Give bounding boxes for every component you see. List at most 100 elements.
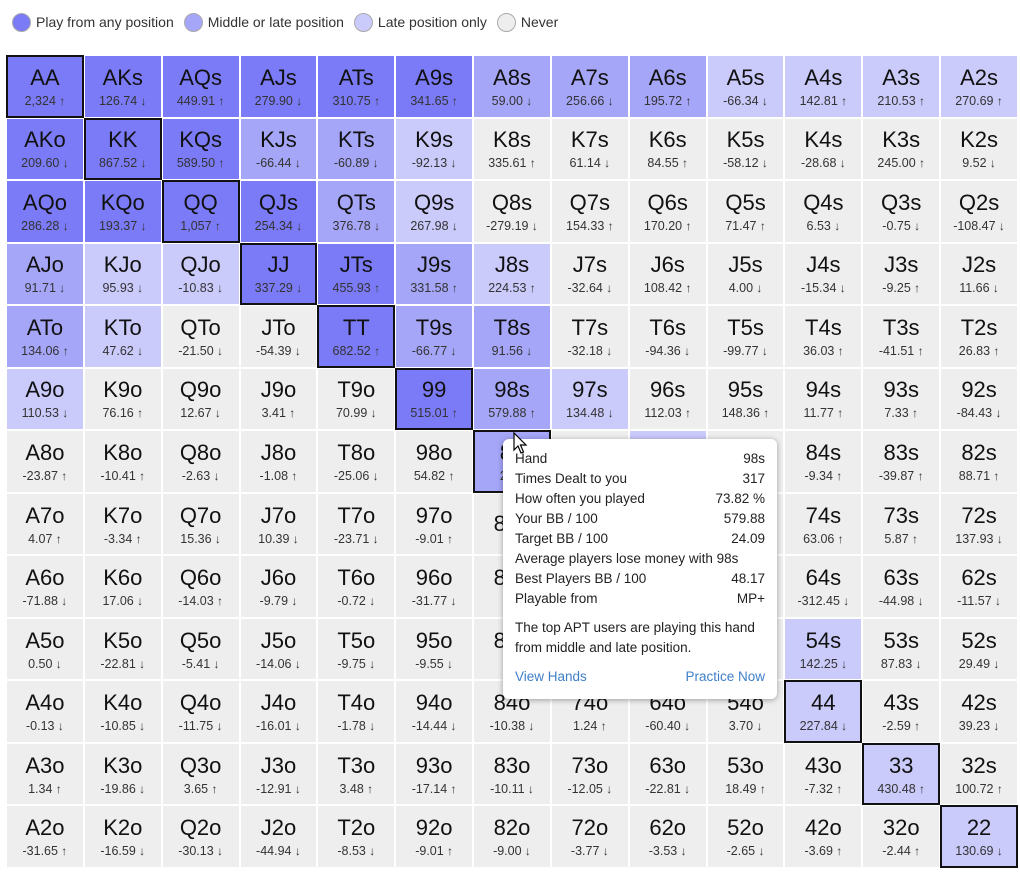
hand-cell[interactable]: K7o -3.34 ↑	[83, 492, 162, 556]
hand-cell[interactable]: AJs 279.90 ↓	[239, 55, 318, 118]
hand-cell[interactable]: J4o -16.01 ↓	[239, 680, 318, 743]
hand-cell[interactable]: QJo -10.83 ↓	[161, 242, 240, 306]
hand-cell[interactable]: J9o 3.41 ↑	[239, 367, 318, 431]
view-hands-link[interactable]: View Hands	[515, 669, 587, 684]
hand-cell[interactable]: K4s -28.68 ↓	[784, 117, 863, 181]
hand-cell[interactable]: J7s -32.64 ↓	[550, 242, 629, 306]
hand-cell[interactable]: AJo 91.71 ↓	[6, 242, 84, 306]
hand-cell[interactable]: AA 2,324 ↑	[6, 55, 84, 118]
hand-cell[interactable]: ATo 134.06 ↑	[6, 305, 84, 368]
hand-cell[interactable]: JTo -54.39 ↓	[239, 305, 318, 368]
hand-cell[interactable]: J4s -15.34 ↓	[784, 242, 863, 306]
hand-cell[interactable]: A3o 1.34 ↑	[6, 742, 84, 806]
legend-item-mid-late[interactable]: Middle or late position	[183, 12, 344, 32]
hand-cell[interactable]: 53s 87.83 ↓	[862, 617, 941, 681]
hand-cell[interactable]: Q8o -2.63 ↓	[161, 430, 240, 493]
hand-cell[interactable]: 62s -11.57 ↓	[940, 555, 1018, 618]
hand-cell[interactable]: 94o -14.44 ↓	[395, 680, 474, 743]
practice-now-link[interactable]: Practice Now	[685, 669, 765, 684]
hand-cell[interactable]: 42o -3.69 ↑	[784, 805, 863, 868]
hand-cell[interactable]: Q2o -30.13 ↓	[161, 805, 240, 868]
hand-cell[interactable]: 62o -3.53 ↓	[628, 805, 707, 868]
hand-cell[interactable]: T6o -0.72 ↓	[317, 555, 396, 618]
hand-cell[interactable]: TT 682.52 ↑	[317, 305, 396, 368]
hand-cell[interactable]: T9s -66.77 ↓	[395, 305, 474, 368]
hand-cell[interactable]: J8o -1.08 ↑	[239, 430, 318, 493]
hand-cell[interactable]: 73s 5.87 ↑	[862, 492, 941, 556]
hand-cell[interactable]: AKs 126.74 ↓	[83, 55, 162, 118]
hand-cell[interactable]: 44 227.84 ↓	[784, 680, 863, 743]
hand-cell[interactable]: K9s -92.13 ↓	[395, 117, 474, 181]
hand-cell[interactable]: 93s 7.33 ↑	[862, 367, 941, 431]
hand-cell[interactable]: J5o -14.06 ↓	[239, 617, 318, 681]
hand-cell[interactable]: T2o -8.53 ↓	[317, 805, 396, 868]
hand-cell[interactable]: 53o 18.49 ↑	[706, 742, 785, 806]
hand-cell[interactable]: QQ 1,057 ↑	[161, 180, 240, 243]
hand-cell[interactable]: 95o -9.55 ↓	[395, 617, 474, 681]
hand-cell[interactable]: 99 515.01 ↑	[395, 367, 474, 431]
hand-cell[interactable]: A2o -31.65 ↑	[6, 805, 84, 868]
hand-cell[interactable]: 97o -9.01 ↑	[395, 492, 474, 556]
hand-cell[interactable]: QTs 376.78 ↓	[317, 180, 396, 243]
hand-cell[interactable]: K5o -22.81 ↓	[83, 617, 162, 681]
hand-cell[interactable]: Q8s -279.19 ↓	[473, 180, 551, 243]
hand-cell[interactable]: T4s 36.03 ↑	[784, 305, 863, 368]
hand-cell[interactable]: 63s -44.98 ↓	[862, 555, 941, 618]
hand-cell[interactable]: T8s 91.56 ↓	[473, 305, 551, 368]
hand-cell[interactable]: K3o -19.86 ↓	[83, 742, 162, 806]
hand-cell[interactable]: J7o 10.39 ↓	[239, 492, 318, 556]
hand-cell[interactable]: Q5s 71.47 ↑	[706, 180, 785, 243]
hand-cell[interactable]: 22 130.69 ↓	[940, 805, 1018, 868]
hand-cell[interactable]: KJo 95.93 ↓	[83, 242, 162, 306]
hand-cell[interactable]: Q4o -11.75 ↓	[161, 680, 240, 743]
hand-cell[interactable]: Q6o -14.03 ↑	[161, 555, 240, 618]
hand-cell[interactable]: 73o -12.05 ↓	[550, 742, 629, 806]
hand-cell[interactable]: ATs 310.75 ↑	[317, 55, 396, 118]
hand-cell[interactable]: JTs 455.93 ↑	[317, 242, 396, 306]
hand-cell[interactable]: 42s 39.23 ↓	[940, 680, 1018, 743]
hand-cell[interactable]: 92s -84.43 ↓	[940, 367, 1018, 431]
hand-cell[interactable]: 54s 142.25 ↓	[784, 617, 863, 681]
hand-cell[interactable]: 98o 54.82 ↑	[395, 430, 474, 493]
hand-cell[interactable]: A7o 4.07 ↑	[6, 492, 84, 556]
hand-cell[interactable]: K4o -10.85 ↓	[83, 680, 162, 743]
hand-cell[interactable]: T5o -9.75 ↓	[317, 617, 396, 681]
hand-cell[interactable]: 33 430.48 ↑	[862, 742, 941, 806]
hand-cell[interactable]: A7s 256.66 ↓	[550, 55, 629, 118]
hand-cell[interactable]: A9s 341.65 ↑	[395, 55, 474, 118]
hand-cell[interactable]: Q4s 6.53 ↓	[784, 180, 863, 243]
hand-cell[interactable]: 63o -22.81 ↓	[628, 742, 707, 806]
hand-cell[interactable]: AQs 449.91 ↑	[161, 55, 240, 118]
hand-cell[interactable]: K2o -16.59 ↓	[83, 805, 162, 868]
legend-item-late[interactable]: Late position only	[353, 12, 487, 32]
hand-cell[interactable]: A9o 110.53 ↓	[6, 367, 84, 431]
hand-cell[interactable]: A6s 195.72 ↑	[628, 55, 707, 118]
hand-cell[interactable]: T8o -25.06 ↓	[317, 430, 396, 493]
hand-cell[interactable]: T5s -99.77 ↓	[706, 305, 785, 368]
hand-cell[interactable]: 82s 88.71 ↑	[940, 430, 1018, 493]
hand-cell[interactable]: J6o -9.79 ↓	[239, 555, 318, 618]
hand-cell[interactable]: K9o 76.16 ↑	[83, 367, 162, 431]
hand-cell[interactable]: 43o -7.32 ↑	[784, 742, 863, 806]
hand-cell[interactable]: Q7s 154.33 ↑	[550, 180, 629, 243]
hand-cell[interactable]: AKo 209.60 ↓	[6, 117, 84, 181]
hand-cell[interactable]: Q9s 267.98 ↓	[395, 180, 474, 243]
hand-cell[interactable]: K8s 335.61 ↑	[473, 117, 551, 181]
hand-cell[interactable]: J2o -44.94 ↓	[239, 805, 318, 868]
hand-cell[interactable]: K8o -10.41 ↑	[83, 430, 162, 493]
hand-cell[interactable]: 52s 29.49 ↓	[940, 617, 1018, 681]
hand-cell[interactable]: J3s -9.25 ↑	[862, 242, 941, 306]
hand-cell[interactable]: Q7o 15.36 ↓	[161, 492, 240, 556]
hand-cell[interactable]: J2s 11.66 ↓	[940, 242, 1018, 306]
hand-cell[interactable]: 32s 100.72 ↑	[940, 742, 1018, 806]
hand-cell[interactable]: JJ 337.29 ↓	[239, 242, 318, 306]
hand-cell[interactable]: K7s 61.14 ↓	[550, 117, 629, 181]
hand-cell[interactable]: Q3o 3.65 ↑	[161, 742, 240, 806]
hand-cell[interactable]: Q6s 170.20 ↑	[628, 180, 707, 243]
hand-cell[interactable]: 96o -31.77 ↓	[395, 555, 474, 618]
hand-cell[interactable]: A4s 142.81 ↑	[784, 55, 863, 118]
hand-cell[interactable]: Q2s -108.47 ↓	[940, 180, 1018, 243]
hand-cell[interactable]: T7o -23.71 ↓	[317, 492, 396, 556]
hand-cell[interactable]: T6s -94.36 ↓	[628, 305, 707, 368]
hand-cell[interactable]: K2s 9.52 ↓	[940, 117, 1018, 181]
